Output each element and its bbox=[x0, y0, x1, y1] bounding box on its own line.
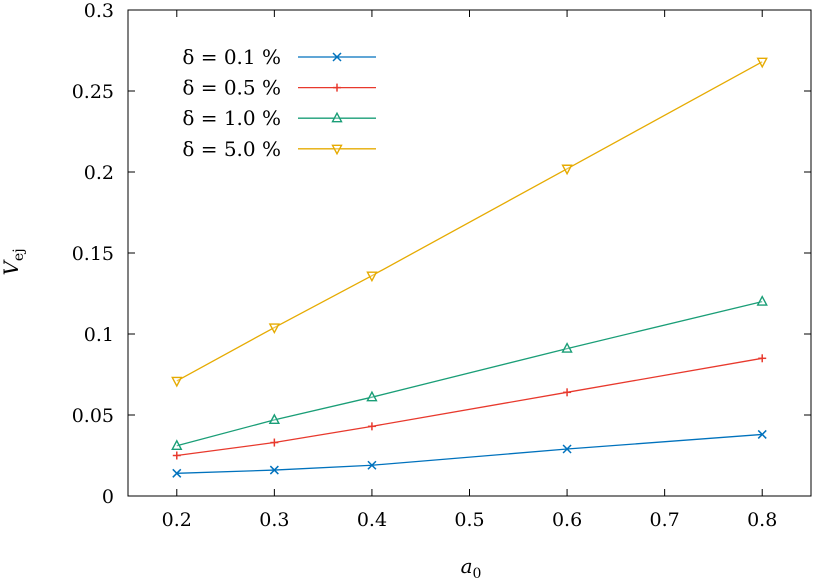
legend-label: δ = 0.5 % bbox=[182, 76, 281, 100]
y-tick-label: 0.25 bbox=[72, 81, 114, 103]
data-point bbox=[171, 439, 183, 450]
data-point bbox=[172, 451, 181, 460]
data-point-marker bbox=[561, 164, 573, 176]
data-point bbox=[270, 438, 279, 447]
legend-marker bbox=[331, 111, 343, 123]
data-point bbox=[756, 57, 768, 69]
data-point bbox=[269, 465, 279, 475]
data-point-marker bbox=[562, 444, 572, 454]
data-point bbox=[367, 460, 377, 470]
y-tick-label: 0 bbox=[102, 486, 114, 508]
axes: 0.2 0.3 0.4 0.5 0.6 0.7 0.8 0 0.05 0.1 0.15 0.2 0.25… bbox=[72, 0, 812, 531]
data-point-marker bbox=[756, 295, 768, 306]
legend-marker bbox=[332, 52, 342, 62]
data-point bbox=[757, 429, 767, 439]
series-line bbox=[176, 61, 763, 382]
data-point-marker bbox=[561, 342, 573, 353]
data-point bbox=[171, 376, 183, 388]
data-point-marker bbox=[757, 429, 767, 439]
y-tick-label: 0.1 bbox=[84, 324, 114, 346]
series-2 bbox=[171, 295, 768, 450]
y-tick-label: 0.15 bbox=[72, 243, 114, 265]
data-point-marker bbox=[366, 271, 378, 283]
series-line bbox=[176, 300, 763, 447]
y-tick-label: 0.05 bbox=[72, 405, 114, 427]
x-tick-label: 0.3 bbox=[259, 509, 289, 531]
series-1 bbox=[172, 354, 767, 460]
data-point bbox=[268, 323, 281, 335]
legend-entry: δ = 0.5 % bbox=[182, 76, 376, 100]
x-tick-label: 0.2 bbox=[162, 509, 192, 531]
series-0 bbox=[172, 429, 767, 478]
x-tick-label: 0.7 bbox=[650, 509, 680, 531]
data-point bbox=[561, 342, 573, 353]
x-tick-label: 0.8 bbox=[747, 509, 777, 531]
data-point-marker bbox=[268, 323, 281, 335]
x-tick-label: 0.4 bbox=[357, 509, 387, 531]
data-point bbox=[563, 388, 572, 397]
data-point-marker bbox=[269, 465, 279, 475]
data-point bbox=[268, 413, 281, 425]
legend-entry: δ = 5.0 % bbox=[182, 137, 376, 161]
data-point bbox=[172, 468, 182, 478]
legend-label: δ = 1.0 % bbox=[182, 106, 281, 130]
data-point-marker bbox=[172, 468, 182, 478]
data-point-marker bbox=[171, 439, 183, 450]
legend-label: δ = 5.0 % bbox=[182, 137, 281, 161]
data-point bbox=[562, 444, 572, 454]
y-axis-label: Vej bbox=[0, 248, 27, 275]
data-point-marker bbox=[366, 390, 378, 402]
data-point bbox=[756, 295, 768, 306]
data-point-marker bbox=[171, 376, 183, 388]
data-point-marker bbox=[367, 460, 377, 470]
y-tick-label: 0.2 bbox=[84, 162, 114, 184]
legend-label: δ = 0.1 % bbox=[182, 45, 281, 69]
data-point bbox=[366, 390, 378, 402]
series-3 bbox=[171, 57, 768, 388]
legend-entry: δ = 0.1 % bbox=[182, 45, 376, 69]
data-point bbox=[758, 354, 767, 363]
y-tick-label: 0.3 bbox=[84, 0, 114, 22]
data-point bbox=[561, 164, 573, 176]
series-line bbox=[176, 433, 763, 474]
data-point bbox=[367, 422, 376, 431]
legend-entry: δ = 1.0 % bbox=[182, 106, 376, 130]
legend-marker bbox=[331, 144, 343, 156]
series-layer bbox=[171, 57, 768, 478]
x-tick-label: 0.6 bbox=[552, 509, 582, 531]
data-point-marker bbox=[268, 413, 281, 425]
x-axis-label: a0 bbox=[461, 554, 482, 578]
x-tick-label: 0.5 bbox=[454, 509, 484, 531]
legend: δ = 0.1 % δ = 0.5 % δ = 1.0 % δ = 5.0 % bbox=[182, 45, 376, 161]
data-point bbox=[366, 271, 378, 283]
data-point-marker bbox=[756, 57, 768, 69]
